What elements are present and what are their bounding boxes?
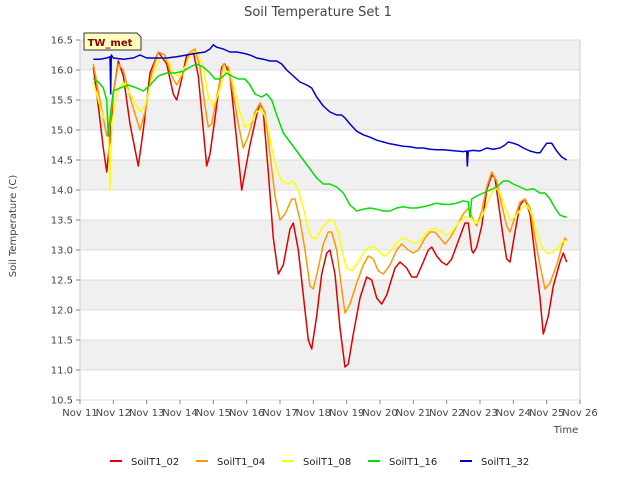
y-tick-label: 13.5	[51, 216, 73, 227]
station-tag-box	[83, 32, 142, 51]
x-tick-label: Nov 26	[562, 408, 597, 419]
x-tick-label: Nov 12	[96, 408, 131, 419]
y-tick-label: 14.0	[51, 186, 73, 197]
background-band	[80, 220, 580, 250]
y-tick-label: 15.5	[51, 96, 73, 107]
y-tick-label: 14.5	[51, 156, 73, 167]
x-tick-label: Nov 22	[429, 408, 464, 419]
legend-label: SoilT1_16	[389, 457, 437, 468]
legend-item: SoilT1_16	[368, 457, 437, 468]
data-series	[92, 44, 568, 368]
x-tick-label: Nov 11	[62, 408, 97, 419]
legend-item: SoilT1_04	[196, 457, 265, 468]
background-band	[80, 340, 580, 370]
legend: SoilT1_02 SoilT1_04 SoilT1_08 SoilT1_16 Soil…	[110, 457, 529, 468]
legend-item: SoilT1_32	[460, 457, 529, 468]
background-band	[80, 160, 580, 190]
y-tick-label: 11.5	[51, 336, 73, 347]
background-band	[80, 40, 580, 70]
x-tick-label: Nov 18	[296, 408, 331, 419]
chart-title: Soil Temperature Set 1	[244, 5, 392, 20]
plot-background-bands	[80, 40, 580, 370]
axes: 10.5 11.0 11.5 12.0 12.5 13.0 13.5 14.0 14.5 15.0…	[51, 36, 598, 420]
y-tick-label: 10.5	[51, 396, 73, 407]
station-tag-label: TW_met	[88, 38, 133, 49]
x-tick-label: Nov 25	[529, 408, 564, 419]
background-band	[80, 100, 580, 130]
y-tick-label: 16.5	[51, 36, 73, 47]
y-axis-label: Soil Temperature (C)	[8, 175, 19, 278]
series-line-soilt1-32	[93, 44, 568, 167]
legend-item: SoilT1_02	[110, 457, 179, 468]
y-tick-label: 16.0	[51, 66, 73, 77]
x-tick-label: Nov 15	[196, 408, 231, 419]
series-line-soilt1-04	[92, 48, 568, 314]
legend-label: SoilT1_08	[303, 457, 351, 468]
station-tag: TW_met	[83, 32, 142, 51]
y-tick-label: 15.0	[51, 126, 73, 137]
legend-label: SoilT1_32	[481, 457, 529, 468]
x-tick-label: Nov 20	[362, 408, 397, 419]
x-tick-label: Nov 23	[462, 408, 497, 419]
x-axis-label: Time	[553, 425, 578, 436]
background-band	[80, 280, 580, 310]
y-tick-label: 12.5	[51, 276, 73, 287]
x-tick-label: Nov 13	[129, 408, 164, 419]
legend-item: SoilT1_08	[282, 457, 351, 468]
x-tick-label: Nov 21	[396, 408, 431, 419]
y-tick-label: 13.0	[51, 246, 73, 257]
x-tick-label: Nov 16	[229, 408, 264, 419]
series-line-soilt1-08	[92, 51, 567, 272]
series-line-soilt1-02	[92, 51, 568, 368]
legend-label: SoilT1_02	[131, 457, 179, 468]
y-tick-label: 11.0	[51, 366, 73, 377]
legend-label: SoilT1_04	[217, 457, 265, 468]
x-tick-label: Nov 17	[262, 408, 297, 419]
x-tick-label: Nov 19	[329, 408, 364, 419]
series-line-soilt1-16	[92, 63, 567, 218]
gridlines	[80, 39, 580, 401]
x-tick-label: Nov 24	[496, 408, 531, 419]
y-tick-label: 12.0	[51, 306, 73, 317]
x-tick-label: Nov 14	[162, 408, 197, 419]
